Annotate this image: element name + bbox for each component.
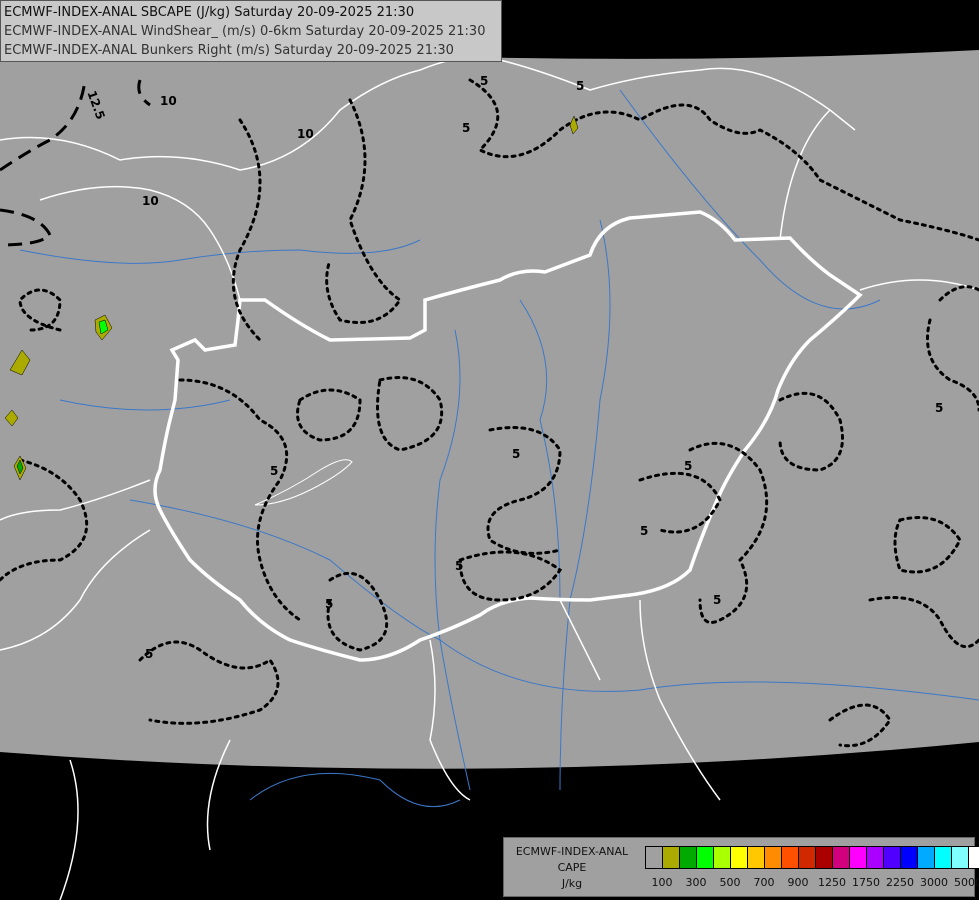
wind-shear-dashed-contours (0, 79, 151, 247)
contour-label: 5 (512, 447, 520, 461)
color-swatch (663, 847, 680, 868)
color-swatch (884, 847, 901, 868)
contour-label: 10 (297, 127, 314, 141)
title-line-bunkers: ECMWF-INDEX-ANAL Bunkers Right (m/s) Sat… (4, 43, 454, 58)
color-swatch (901, 847, 918, 868)
tick-label: 700 (753, 876, 775, 889)
color-scale-ticks: 100 300 500 700 900 1250 1750 2250 3000 5000 (645, 876, 979, 890)
tick-label: 5000 (954, 876, 979, 889)
color-scale (645, 846, 979, 869)
color-swatch (867, 847, 884, 868)
color-swatch (680, 847, 697, 868)
rivers (19, 89, 979, 808)
color-swatch (646, 847, 663, 868)
country-borders (0, 55, 979, 900)
color-swatch (782, 847, 799, 868)
color-swatch (850, 847, 867, 868)
contour-label: 5 (145, 647, 153, 661)
contour-label: 5 (325, 597, 333, 611)
contour-label: 10 (142, 194, 159, 208)
tick-label: 900 (787, 876, 809, 889)
cape-patches (4, 115, 579, 481)
contour-label: 5 (935, 401, 943, 415)
contour-label: 5 (462, 121, 470, 135)
lake-balaton (254, 459, 353, 506)
title-line-cape: ECMWF-INDEX-ANAL SBCAPE (J/kg) Saturday … (4, 5, 415, 20)
contour-label: 5 (684, 459, 692, 473)
tick-label: 1750 (852, 876, 880, 889)
contour-label: 5 (480, 74, 488, 88)
color-swatch (765, 847, 782, 868)
color-swatch (918, 847, 935, 868)
color-swatch (714, 847, 731, 868)
tick-label: 2250 (886, 876, 914, 889)
tick-label: 100 (651, 876, 673, 889)
cape-legend: ECMWF-INDEX-ANAL CAPE J/kg 100 300 500 700 9… (503, 837, 979, 897)
color-swatch (731, 847, 748, 868)
color-swatch (697, 847, 714, 868)
legend-line: ECMWF-INDEX-ANAL (515, 845, 629, 858)
color-swatch (799, 847, 816, 868)
legend-line: J/kg (561, 877, 583, 890)
tick-label: 500 (719, 876, 741, 889)
legend-title: ECMWF-INDEX-ANAL CAPE J/kg (506, 844, 638, 892)
contour-label: 5 (576, 79, 584, 93)
title-line-windshear: ECMWF-INDEX-ANAL WindShear_ (m/s) 0-6km … (4, 24, 486, 39)
contour-label: 5 (640, 524, 648, 538)
color-swatch (816, 847, 833, 868)
contour-label: 5 (713, 593, 721, 607)
map-title-box: ECMWF-INDEX-ANAL SBCAPE (J/kg) Saturday … (0, 0, 502, 62)
contour-label: 10 (160, 94, 177, 108)
color-swatch (748, 847, 765, 868)
legend-line: CAPE (557, 861, 587, 874)
model-domain-area (0, 30, 979, 769)
color-swatch (969, 847, 979, 868)
color-swatch (935, 847, 952, 868)
color-swatch (833, 847, 850, 868)
tick-label: 1250 (818, 876, 846, 889)
contour-label: 5 (270, 464, 278, 478)
color-swatch (952, 847, 969, 868)
contour-label: 5 (455, 559, 463, 573)
tick-label: 3000 (920, 876, 948, 889)
wind-shear-contours (0, 78, 979, 748)
tick-label: 300 (685, 876, 707, 889)
hungary-border (153, 210, 863, 662)
